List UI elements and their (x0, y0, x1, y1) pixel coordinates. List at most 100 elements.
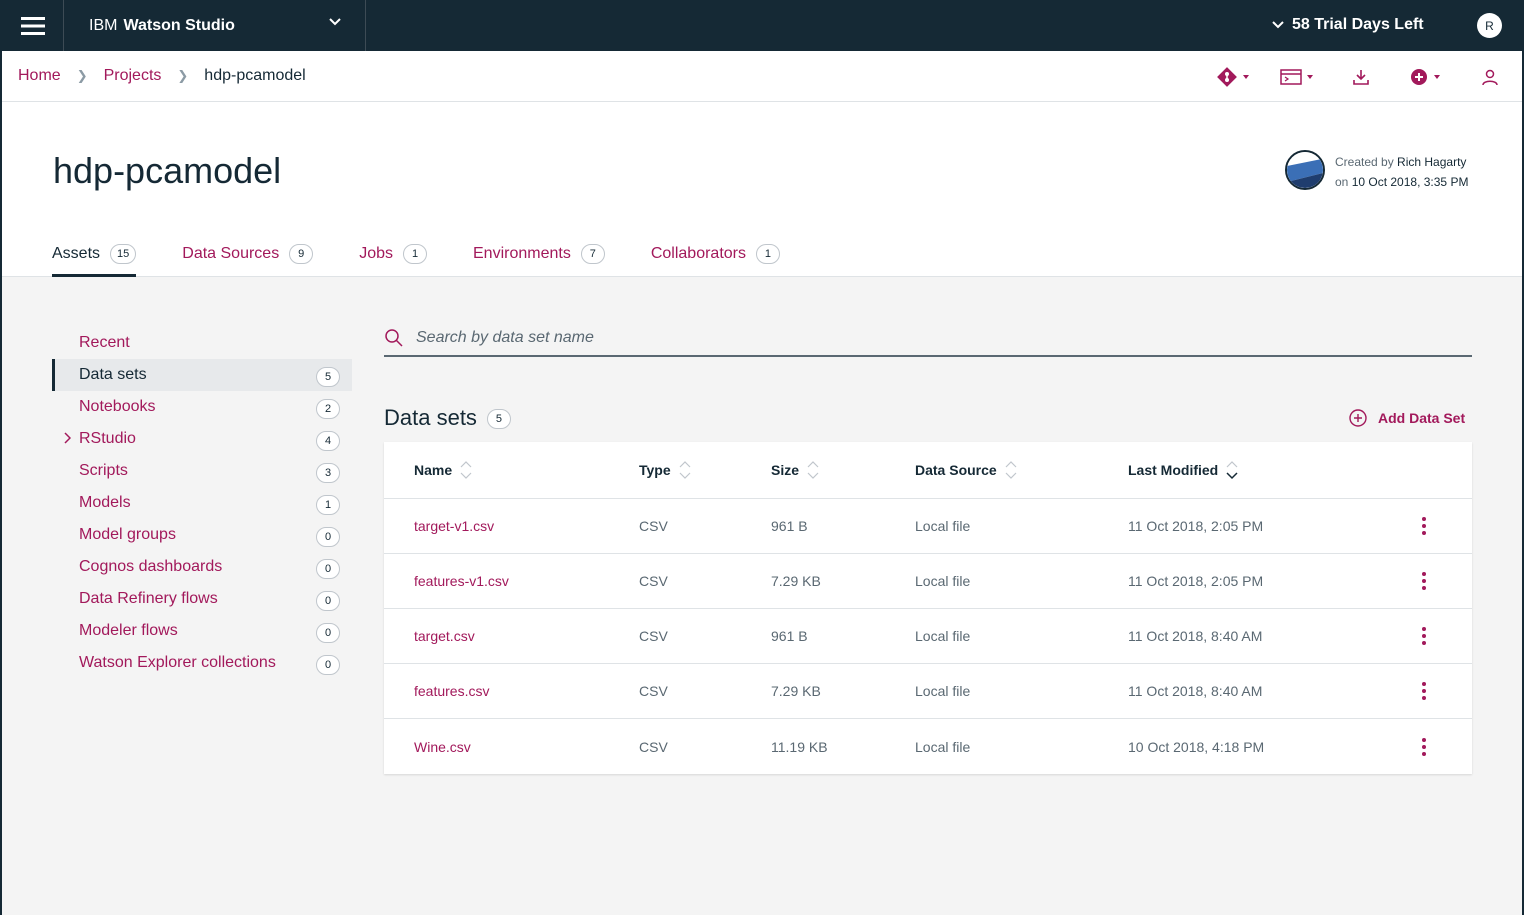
breadcrumb-home[interactable]: Home (18, 67, 61, 84)
data-set-modified: 11 Oct 2018, 8:40 AM (1128, 628, 1263, 644)
sidebar-item-watson-explorer-collections[interactable]: Watson Explorer collections 0 (52, 647, 352, 679)
sort-icon[interactable] (679, 459, 691, 481)
sidebar-item-label: Modeler flows (79, 622, 178, 639)
data-set-modified: 11 Oct 2018, 2:05 PM (1128, 518, 1264, 534)
column-header-label: Data Source (915, 462, 997, 478)
tab-environments[interactable]: Environments 7 (473, 242, 605, 277)
row-overflow-menu[interactable] (1414, 609, 1434, 663)
tab-count-badge: 15 (110, 244, 137, 264)
sidebar-item-modeler-flows[interactable]: Modeler flows 0 (52, 615, 352, 647)
column-header-name[interactable]: Name (414, 442, 472, 498)
sidebar-item-notebooks[interactable]: Notebooks 2 (52, 391, 352, 423)
sort-icon[interactable] (460, 459, 472, 481)
window-border-left (0, 0, 2, 915)
sort-icon[interactable] (1005, 459, 1017, 481)
product-switcher[interactable]: IBM Watson Studio (64, 0, 366, 51)
sidebar-count-badge: 0 (316, 655, 340, 675)
data-set-type: CSV (639, 518, 668, 534)
menu-button[interactable] (2, 0, 64, 51)
sidebar-item-data-sets[interactable]: Data sets 5 (52, 359, 352, 391)
tab-assets[interactable]: Assets 15 (52, 242, 137, 277)
column-header-label: Name (414, 462, 453, 478)
tab-jobs[interactable]: Jobs 1 (359, 242, 427, 277)
sidebar-item-scripts[interactable]: Scripts 3 (52, 455, 352, 487)
sidebar-item-recent[interactable]: Recent (52, 327, 352, 359)
row-overflow-menu[interactable] (1414, 664, 1434, 718)
caret-down-icon (1243, 75, 1249, 79)
creator-info: Created by Rich Hagarty on 10 Oct 2018, … (1335, 152, 1468, 192)
column-header-data-source[interactable]: Data Source (915, 442, 1017, 498)
sidebar-item-models[interactable]: Models 1 (52, 487, 352, 519)
tab-data-sources[interactable]: Data Sources 9 (182, 242, 314, 277)
data-sets-table: Name Type Size Data Source Last Modified… (384, 442, 1472, 774)
data-set-size: 961 B (771, 628, 808, 644)
product-prefix: IBM (89, 16, 118, 34)
data-set-name-link[interactable]: target.csv (414, 628, 475, 644)
sidebar-item-cognos-dashboards[interactable]: Cognos dashboards 0 (52, 551, 352, 583)
collaborators-button[interactable] (1481, 65, 1499, 89)
sidebar-item-label: Scripts (79, 462, 128, 479)
data-set-size: 7.29 KB (771, 683, 821, 699)
row-overflow-menu[interactable] (1414, 719, 1434, 774)
column-header-type[interactable]: Type (639, 442, 691, 498)
terminal-icon (1280, 69, 1302, 85)
git-icon (1217, 67, 1237, 87)
git-menu-button[interactable] (1216, 65, 1249, 89)
sidebar-item-model-groups[interactable]: Model groups 0 (52, 519, 352, 551)
user-avatar[interactable]: R (1477, 13, 1502, 38)
data-sets-header: Data sets 5 (384, 405, 511, 431)
add-data-set-label: Add Data Set (1378, 410, 1466, 426)
trial-days-label: 58 Trial Days Left (1292, 16, 1424, 33)
data-set-type: CSV (639, 573, 668, 589)
download-button[interactable] (1352, 65, 1370, 89)
tab-collaborators[interactable]: Collaborators 1 (651, 242, 780, 277)
data-set-name-link[interactable]: Wine.csv (414, 738, 471, 755)
breadcrumb-projects[interactable]: Projects (103, 67, 162, 84)
row-overflow-menu[interactable] (1414, 554, 1434, 608)
breadcrumb: Home ❯ Projects ❯ hdp-pcamodel (18, 67, 306, 85)
tab-count-badge: 1 (403, 244, 427, 264)
sidebar-item-label: Models (79, 494, 131, 511)
table-row: features.csv CSV 7.29 KB Local file 11 O… (384, 664, 1472, 719)
column-header-size[interactable]: Size (771, 442, 819, 498)
data-set-name-link[interactable]: features.csv (414, 683, 490, 699)
kebab-menu-icon (1422, 517, 1426, 535)
asset-type-sidebar: Recent Data sets 5 Notebooks 2 RStudio 4… (52, 327, 352, 679)
add-menu-button[interactable] (1409, 65, 1440, 89)
data-set-name-link[interactable]: target-v1.csv (414, 518, 495, 534)
data-set-type: CSV (639, 738, 668, 755)
breadcrumb-current: hdp-pcamodel (204, 67, 306, 84)
trial-days-menu[interactable]: 58 Trial Days Left (1272, 16, 1424, 34)
caret-down-icon (1307, 75, 1313, 79)
top-bar: IBM Watson Studio 58 Trial Days Left R (0, 0, 1524, 51)
sidebar-item-label: Data sets (79, 366, 147, 383)
chevron-down-icon (1272, 21, 1284, 29)
column-header-last-modified[interactable]: Last Modified (1128, 442, 1238, 498)
tab-label: Data Sources (182, 245, 280, 262)
sidebar-count-badge: 0 (316, 559, 340, 579)
terminal-menu-button[interactable] (1280, 65, 1313, 89)
data-sets-count-badge: 5 (486, 409, 511, 429)
sort-descending-icon[interactable] (1226, 459, 1238, 481)
data-set-name-link[interactable]: features-v1.csv (414, 573, 509, 589)
data-set-source: Local file (915, 683, 971, 699)
sidebar-item-data-refinery-flows[interactable]: Data Refinery flows 0 (52, 583, 352, 615)
sidebar-count-badge: 3 (316, 463, 340, 483)
created-on-label: on (1335, 175, 1349, 189)
window-border-right (1522, 0, 1524, 915)
sidebar-item-label: Notebooks (79, 398, 156, 415)
creator-name: Rich Hagarty (1397, 155, 1467, 169)
tab-label: Assets (52, 245, 101, 262)
search-bar (384, 320, 1472, 357)
sidebar-item-rstudio[interactable]: RStudio 4 (52, 423, 352, 455)
search-input[interactable] (416, 328, 1316, 347)
sort-icon[interactable] (807, 459, 819, 481)
add-data-set-button[interactable]: Add Data Set (1348, 408, 1465, 428)
data-set-size: 7.29 KB (771, 573, 821, 589)
sidebar-count-badge: 2 (316, 399, 340, 419)
user-icon (1482, 69, 1498, 86)
column-header-label: Last Modified (1128, 462, 1219, 478)
chevron-right-icon[interactable] (64, 432, 71, 444)
sidebar-item-label: Recent (79, 334, 130, 351)
row-overflow-menu[interactable] (1414, 499, 1434, 553)
